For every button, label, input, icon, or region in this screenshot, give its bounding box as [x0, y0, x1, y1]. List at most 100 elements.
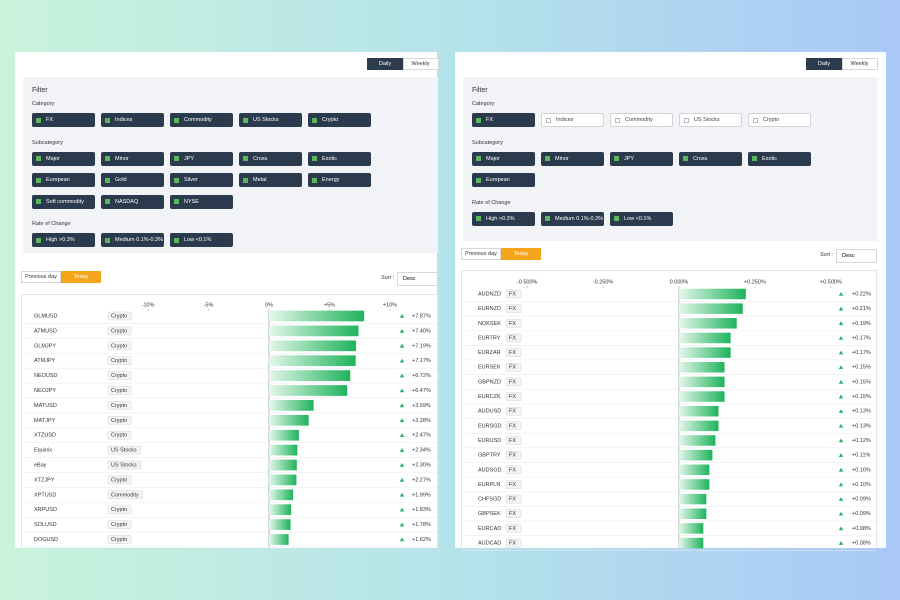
filter-chip[interactable]: Commodity [170, 113, 233, 127]
bar [269, 385, 348, 396]
tag-chip [505, 421, 522, 431]
filter-chip[interactable]: NYSE [170, 194, 233, 209]
filter-chip[interactable]: JPY [610, 151, 673, 166]
checkbox[interactable] [546, 117, 551, 123]
symbol-name: EURSGD [478, 423, 502, 429]
checkbox[interactable] [36, 156, 41, 161]
checkbox[interactable] [243, 177, 248, 183]
tag-chip [107, 356, 132, 365]
checkbox[interactable] [174, 177, 179, 183]
change-label: +0.09% [852, 497, 871, 503]
checkbox[interactable] [105, 237, 110, 243]
tag-chip [107, 401, 132, 410]
checkbox[interactable] [312, 177, 317, 183]
chip-label: JPY [624, 155, 635, 162]
filter-group-label: Rate of Change [32, 221, 71, 227]
filter-chip[interactable]: Medium 0.1%-0.3% [101, 233, 164, 247]
up-arrow [838, 453, 844, 457]
checkbox[interactable] [683, 156, 688, 161]
checkbox[interactable] [243, 117, 248, 123]
filter-chip[interactable]: Crypto [308, 113, 371, 127]
sort-dropdown[interactable]: Desc [397, 272, 438, 286]
filter-chip[interactable]: Metal [239, 173, 302, 187]
up-arrow [838, 292, 844, 296]
day-button[interactable]: Previous day [21, 271, 61, 283]
checkbox[interactable] [476, 156, 481, 161]
filter-chip[interactable]: FX [472, 113, 535, 127]
checkbox[interactable] [476, 216, 481, 221]
filter-chip[interactable]: Low <0.1% [170, 233, 233, 247]
checkbox[interactable] [312, 117, 317, 123]
filter-chip[interactable]: Major [32, 151, 95, 166]
filter-chip[interactable]: Minor [101, 151, 164, 166]
sort-dropdown[interactable]: Desc [836, 249, 877, 263]
filter-chip[interactable]: European [32, 173, 95, 187]
filter-chip[interactable]: Medium 0.1%-0.3% [541, 211, 604, 226]
change-label: +0.17% [852, 335, 871, 341]
filter-chip[interactable]: Silver [170, 173, 233, 187]
filter-chip[interactable]: Indices [101, 113, 164, 127]
filter-chip[interactable]: Cross [679, 151, 742, 166]
tag-chip [505, 289, 522, 299]
day-button[interactable]: Today [501, 248, 541, 260]
filter-chip[interactable]: Commodity [610, 113, 673, 127]
checkbox[interactable] [36, 117, 41, 123]
checkbox[interactable] [36, 177, 41, 183]
filter-chip[interactable]: Major [472, 151, 535, 166]
filter-chip[interactable]: Crypto [748, 113, 811, 127]
symbol-name: NOKSEK [478, 321, 501, 327]
checkbox[interactable] [476, 117, 481, 123]
day-button[interactable]: Previous day [461, 248, 501, 260]
change-label: +0.11% [852, 453, 871, 459]
checkbox[interactable] [312, 156, 317, 161]
period-button[interactable]: Weekly [841, 58, 878, 70]
day-button[interactable]: Today [61, 271, 101, 283]
symbol-name: XTZJPY [34, 477, 55, 483]
checkbox[interactable] [36, 199, 41, 204]
filter-chip[interactable]: Low <0.1% [610, 211, 673, 226]
filter-chip[interactable]: High >0.3% [472, 211, 535, 226]
up-arrow [838, 335, 844, 340]
symbol-tag: Crypto [111, 373, 127, 379]
checkbox[interactable] [105, 156, 110, 161]
checkbox[interactable] [614, 156, 619, 161]
checkbox[interactable] [174, 156, 179, 161]
filter-chip[interactable]: Cross [239, 151, 302, 166]
filter-chip[interactable]: High >0.3% [32, 233, 95, 247]
checkbox[interactable] [753, 117, 758, 123]
checkbox[interactable] [545, 156, 550, 161]
filter-chip[interactable]: Exotic [308, 151, 371, 166]
checkbox[interactable] [614, 216, 619, 221]
filter-chip[interactable]: Energy [308, 173, 371, 187]
up-arrow [838, 306, 844, 311]
symbol-tag: FX [509, 291, 516, 297]
filter-chip[interactable]: JPY [170, 151, 233, 166]
filter-chip[interactable]: US Stocks [679, 113, 742, 127]
filter-chip[interactable]: FX [32, 113, 95, 127]
tag-chip [505, 494, 522, 504]
checkbox[interactable] [105, 199, 110, 204]
filter-chip[interactable]: Gold [101, 173, 164, 187]
checkbox[interactable] [174, 237, 179, 243]
checkbox[interactable] [615, 117, 620, 123]
filter-chip[interactable]: European [472, 173, 535, 187]
checkbox[interactable] [752, 156, 757, 161]
filter-chip[interactable]: Indices [541, 113, 604, 127]
filter-chip[interactable]: Soft commodity [32, 194, 95, 209]
checkbox[interactable] [545, 216, 550, 221]
checkbox[interactable] [476, 177, 481, 183]
filter-chip[interactable]: US Stocks [239, 113, 302, 127]
change-label: +0.13% [852, 423, 871, 429]
filter-chip[interactable]: Minor [541, 151, 604, 166]
checkbox[interactable] [174, 199, 179, 204]
checkbox[interactable] [36, 237, 41, 243]
checkbox[interactable] [105, 117, 110, 123]
filter-chip[interactable]: NASDAQ [101, 194, 164, 209]
filter-chip[interactable]: Exotic [748, 151, 811, 166]
checkbox[interactable] [174, 117, 179, 123]
period-button[interactable]: Weekly [402, 58, 439, 70]
checkbox[interactable] [243, 156, 248, 161]
up-arrow [399, 314, 405, 318]
checkbox[interactable] [684, 117, 689, 123]
checkbox[interactable] [105, 177, 110, 183]
